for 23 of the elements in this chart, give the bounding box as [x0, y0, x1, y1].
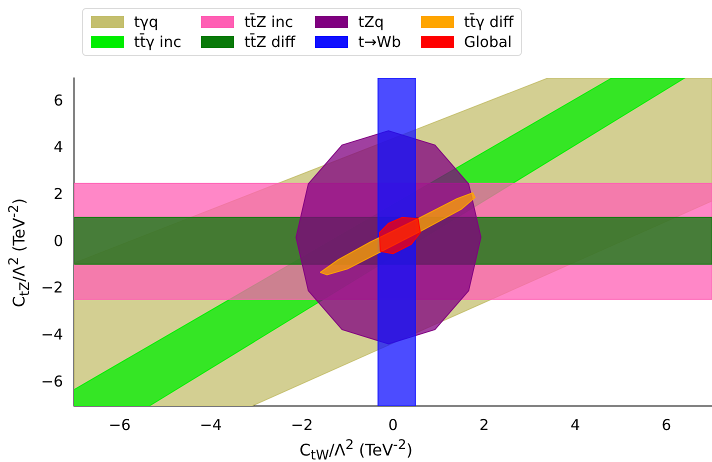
y-tick-label: 2: [54, 185, 64, 204]
legend-label: tt̄γ diff: [464, 13, 514, 31]
legend-label: tt̄Z diff: [244, 33, 296, 51]
x-tick-label: 6: [662, 416, 672, 434]
legend-label: tZq: [358, 13, 384, 31]
x-tick-label: 4: [570, 416, 580, 434]
legend-label: Global: [464, 33, 512, 51]
y-tick-label: −2: [40, 278, 64, 297]
y-tick-label: 0: [54, 232, 64, 250]
x-axis-title: C$_{tW}$/Λ$^{2}$ (TeV$^{-2}$): [298, 438, 414, 462]
x-tick-label: 0: [388, 416, 398, 434]
y-tick-label: 4: [54, 138, 64, 156]
x-tick-label: −2: [290, 416, 313, 434]
y-tick-label: 6: [54, 91, 64, 110]
y-tick-label: −6: [40, 372, 64, 390]
x-tick-label: −4: [200, 416, 222, 434]
x-tick-label: −6: [108, 416, 131, 434]
legend-label: t→Wb: [358, 33, 401, 51]
legend-label: tt̄γ inc: [134, 33, 182, 51]
y-tick-label: −4: [40, 326, 64, 344]
legend-label: tt̄Z inc: [244, 13, 294, 31]
legend-label: tγq: [134, 13, 158, 31]
x-tick-label: 2: [479, 416, 489, 434]
